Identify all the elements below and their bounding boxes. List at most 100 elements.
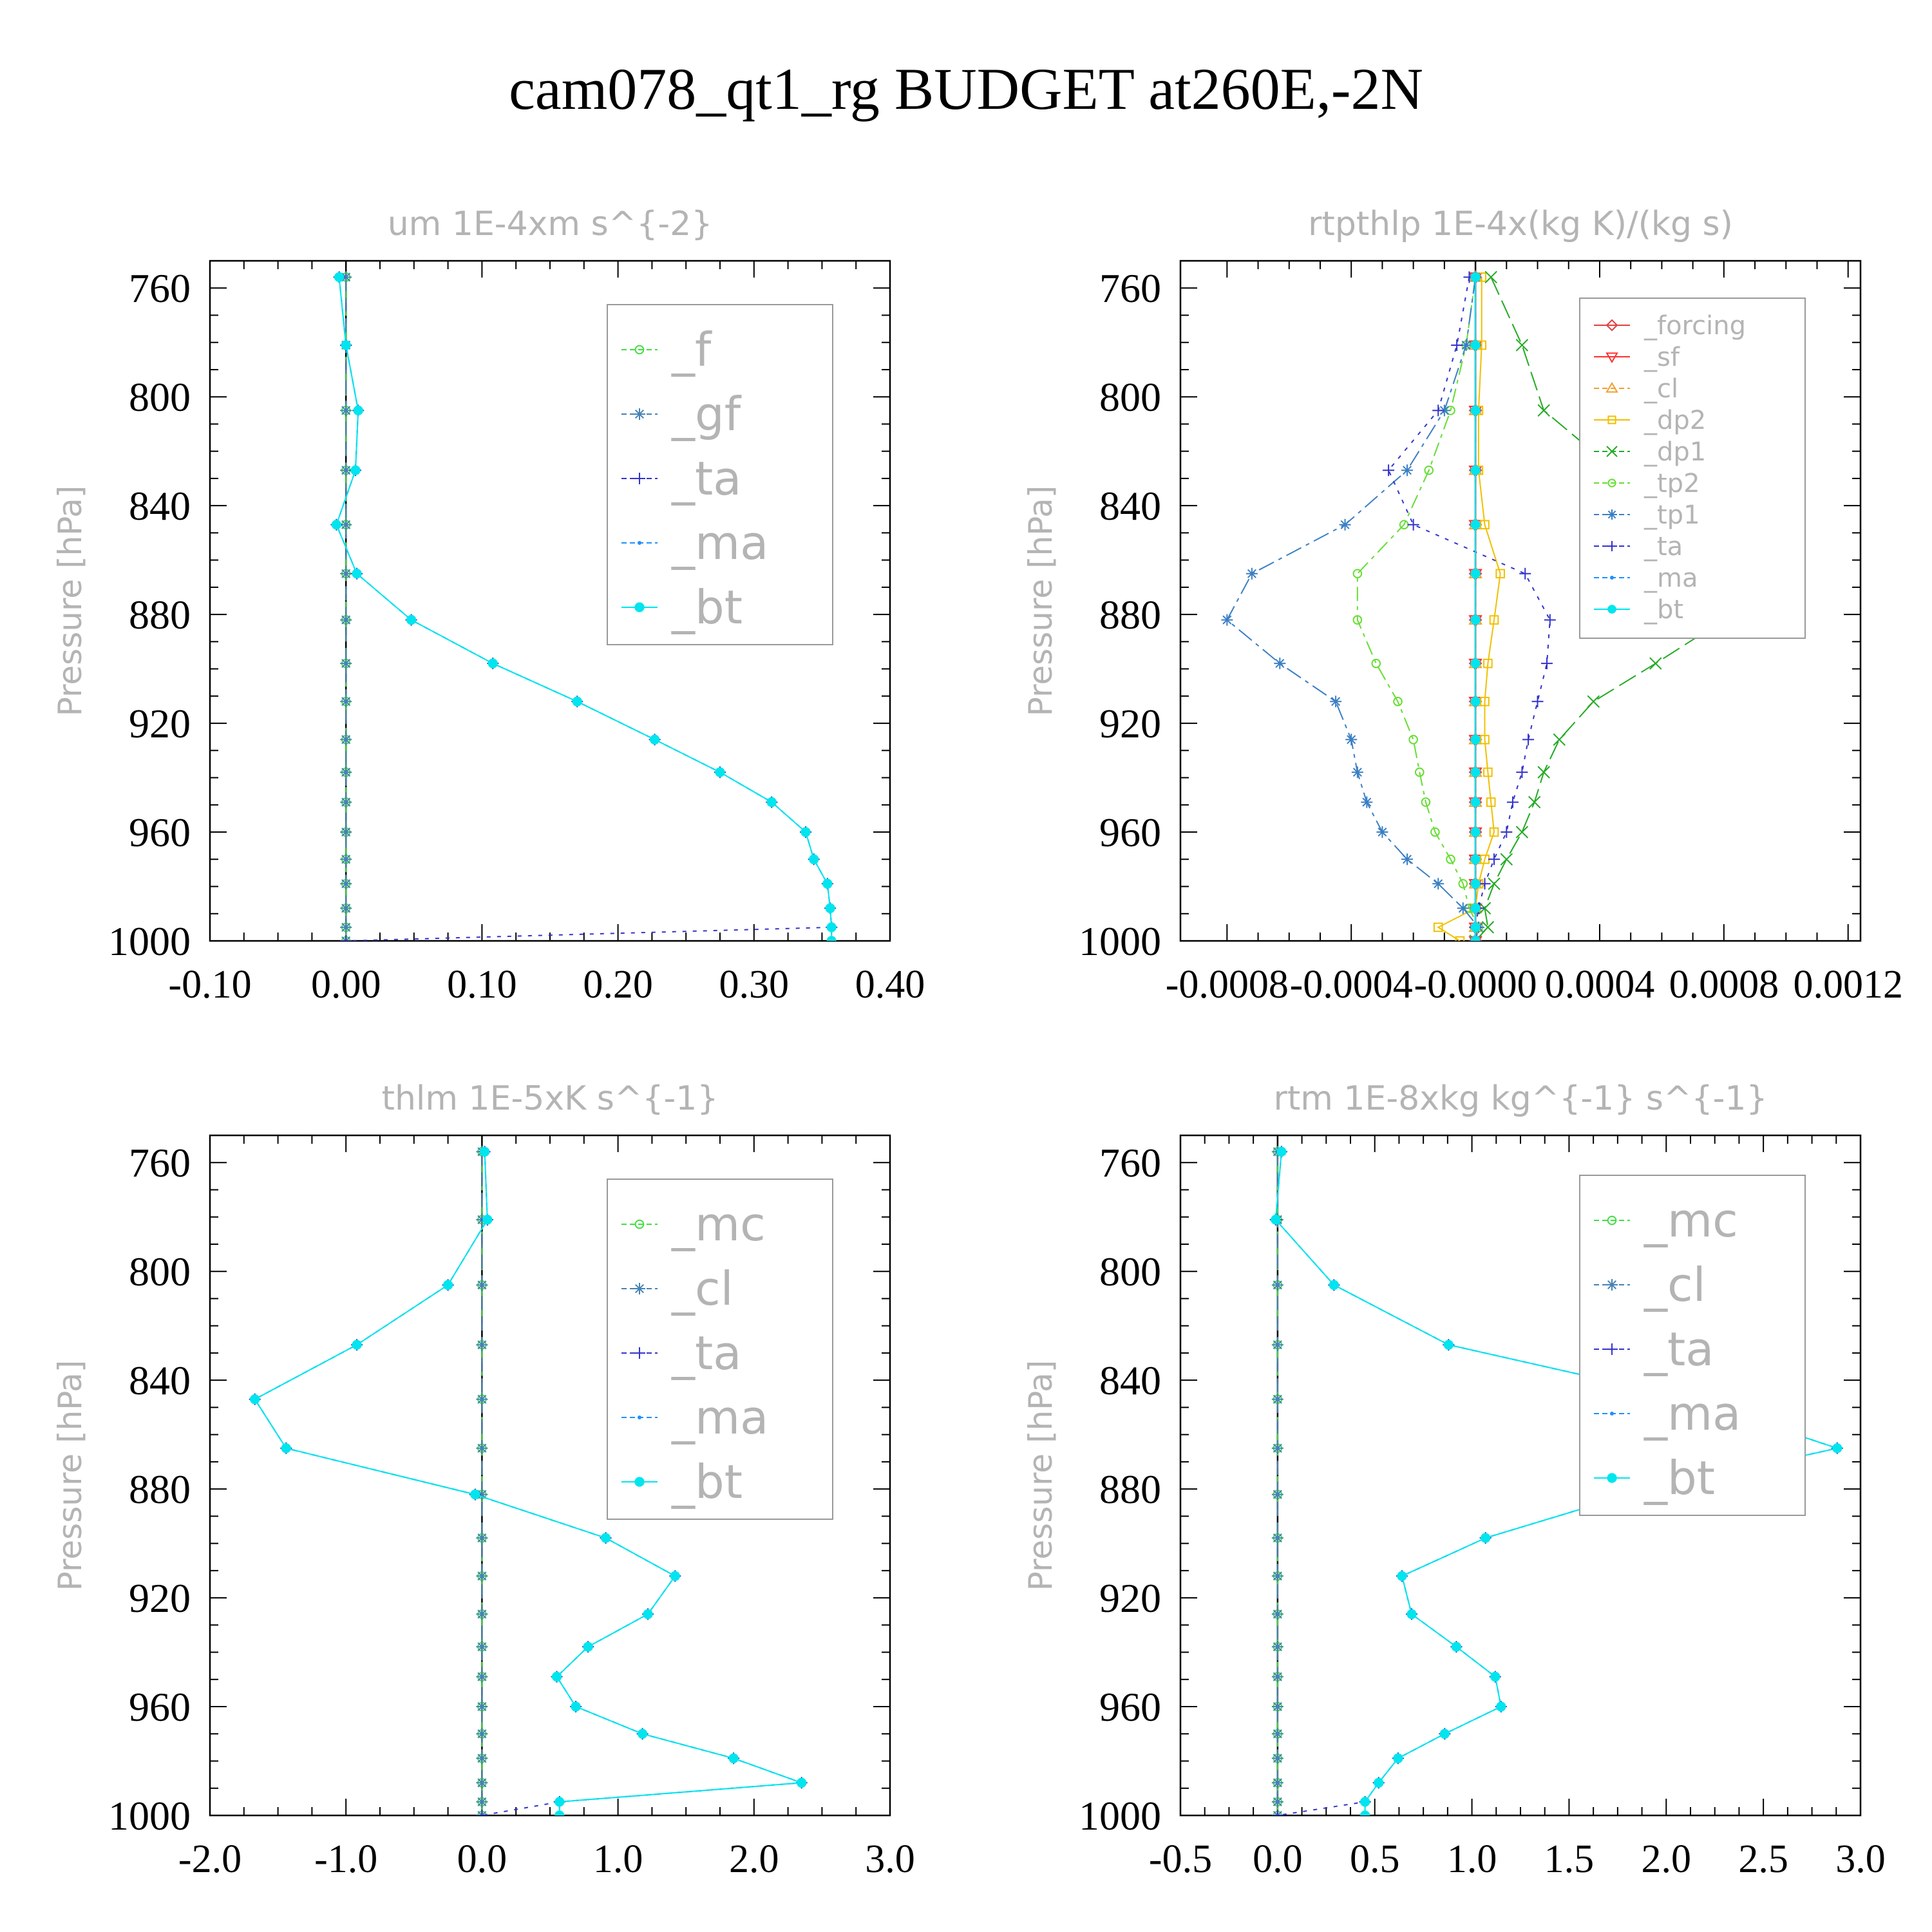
x-tick-label: 2.0: [729, 1837, 779, 1881]
point-dp2: [1483, 767, 1493, 777]
legend-marker: [1607, 415, 1616, 424]
point-bt: [826, 936, 837, 941]
point-tp2: [1371, 658, 1381, 668]
legend-marker: [1607, 478, 1616, 488]
point-dp2: [1455, 936, 1465, 941]
series-line-dp2: [1437, 277, 1501, 941]
x-tick-label: 0.0: [1253, 1837, 1303, 1881]
point-tp1: [1221, 614, 1233, 626]
legend-marker: [634, 1477, 645, 1487]
point-bt: [554, 1810, 565, 1815]
x-tick-label: -0.10: [168, 963, 251, 1007]
point-bt: [250, 1394, 260, 1405]
legend-box: [607, 304, 833, 645]
point-tp2: [1352, 569, 1363, 579]
point-gf: [340, 921, 352, 933]
point-gf: [340, 766, 352, 779]
legend-marker: [1607, 509, 1617, 520]
point-bt: [1271, 1215, 1281, 1225]
y-tick-label: 760: [1099, 265, 1161, 311]
point-dp2: [1489, 827, 1499, 837]
point-bt: [1359, 1810, 1370, 1815]
point-tp2: [1424, 465, 1434, 475]
x-tick-label: 0.0004: [1545, 963, 1655, 1007]
point-tp1: [1361, 796, 1373, 808]
y-tick-label: 760: [129, 1140, 191, 1186]
x-tick-label: 1.0: [1447, 1837, 1497, 1881]
point-cl: [476, 1393, 488, 1405]
x-tick-label: 0.0: [457, 1837, 507, 1881]
legend-marker: [1606, 1279, 1618, 1291]
point-tp1: [1438, 404, 1450, 417]
point-bt: [331, 520, 342, 530]
y-tick-label: 1000: [1079, 918, 1161, 964]
point-bt: [1406, 1609, 1417, 1620]
point-tp2: [1393, 696, 1403, 706]
point-bt: [825, 903, 835, 913]
point-gf: [340, 614, 352, 626]
point-cl: [1271, 1570, 1283, 1582]
legend-label: _tp1: [1643, 500, 1700, 530]
point-bt: [1470, 854, 1481, 864]
legend-marker: [1610, 576, 1614, 580]
point-bt: [479, 1146, 490, 1157]
legend-marker: [1607, 605, 1616, 614]
legend-marker: [634, 345, 645, 355]
point-bt: [715, 767, 725, 777]
point-gf: [340, 404, 352, 417]
point-dp1: [1649, 657, 1662, 670]
point-gf: [340, 271, 352, 283]
x-tick-label: 0.10: [447, 963, 517, 1007]
point-bt: [797, 1777, 807, 1788]
y-tick-label: 960: [1099, 1684, 1161, 1730]
legend-marker: [634, 408, 645, 420]
point-ta: [1451, 339, 1463, 351]
point-bt: [281, 1443, 291, 1454]
point-ta: [1519, 567, 1531, 580]
point-tp2: [1408, 735, 1418, 744]
x-tick-label: 0.0012: [1793, 963, 1903, 1007]
point-tp1: [1401, 464, 1413, 477]
legend-marker: [1606, 1343, 1618, 1355]
point-bt: [600, 1533, 611, 1543]
legend-label: _cl: [1643, 1258, 1706, 1312]
point-ta: [340, 935, 352, 941]
point-cl: [476, 1442, 488, 1454]
point-bt: [1329, 1280, 1340, 1290]
x-tick-label: 0.00: [311, 963, 381, 1007]
point-cl: [1271, 1532, 1283, 1544]
point-tp2: [1430, 827, 1440, 837]
point-tp1: [1460, 339, 1472, 351]
point-ta: [1271, 1810, 1283, 1815]
y-tick-label: 840: [1099, 1358, 1161, 1403]
point-bt: [800, 827, 811, 837]
point-cl: [1271, 1442, 1283, 1454]
point-dp2: [1480, 520, 1490, 530]
point-dp1: [1478, 902, 1492, 915]
point-dp1: [1528, 795, 1541, 809]
legend-label: _ta: [671, 1326, 741, 1380]
y-tick-label: 920: [1099, 701, 1161, 746]
point-bt: [470, 1489, 480, 1500]
point-bt: [1470, 878, 1481, 889]
point-cl: [1271, 1728, 1283, 1740]
point-bt: [341, 340, 351, 350]
x-tick-label: -0.0008: [1166, 963, 1289, 1007]
legend-label: _mc: [671, 1197, 766, 1251]
point-tp1: [1339, 518, 1351, 531]
legend-label: _f: [671, 323, 712, 377]
legend-label: _sf: [1643, 343, 1680, 372]
legend-marker: [634, 473, 645, 484]
point-cl: [1271, 1488, 1283, 1501]
point-cl: [476, 1728, 488, 1740]
series-line-bt: [1274, 1151, 1840, 1815]
point-dp1: [1537, 766, 1550, 779]
point-gf: [340, 734, 352, 746]
series-group: [330, 271, 838, 941]
legend-label: _ta: [1643, 1322, 1714, 1376]
point-bt: [1470, 405, 1481, 415]
point-gf: [340, 518, 352, 531]
x-tick-label: -0.5: [1149, 1837, 1212, 1881]
point-bt: [1470, 936, 1481, 941]
point-bt: [1490, 1671, 1501, 1682]
